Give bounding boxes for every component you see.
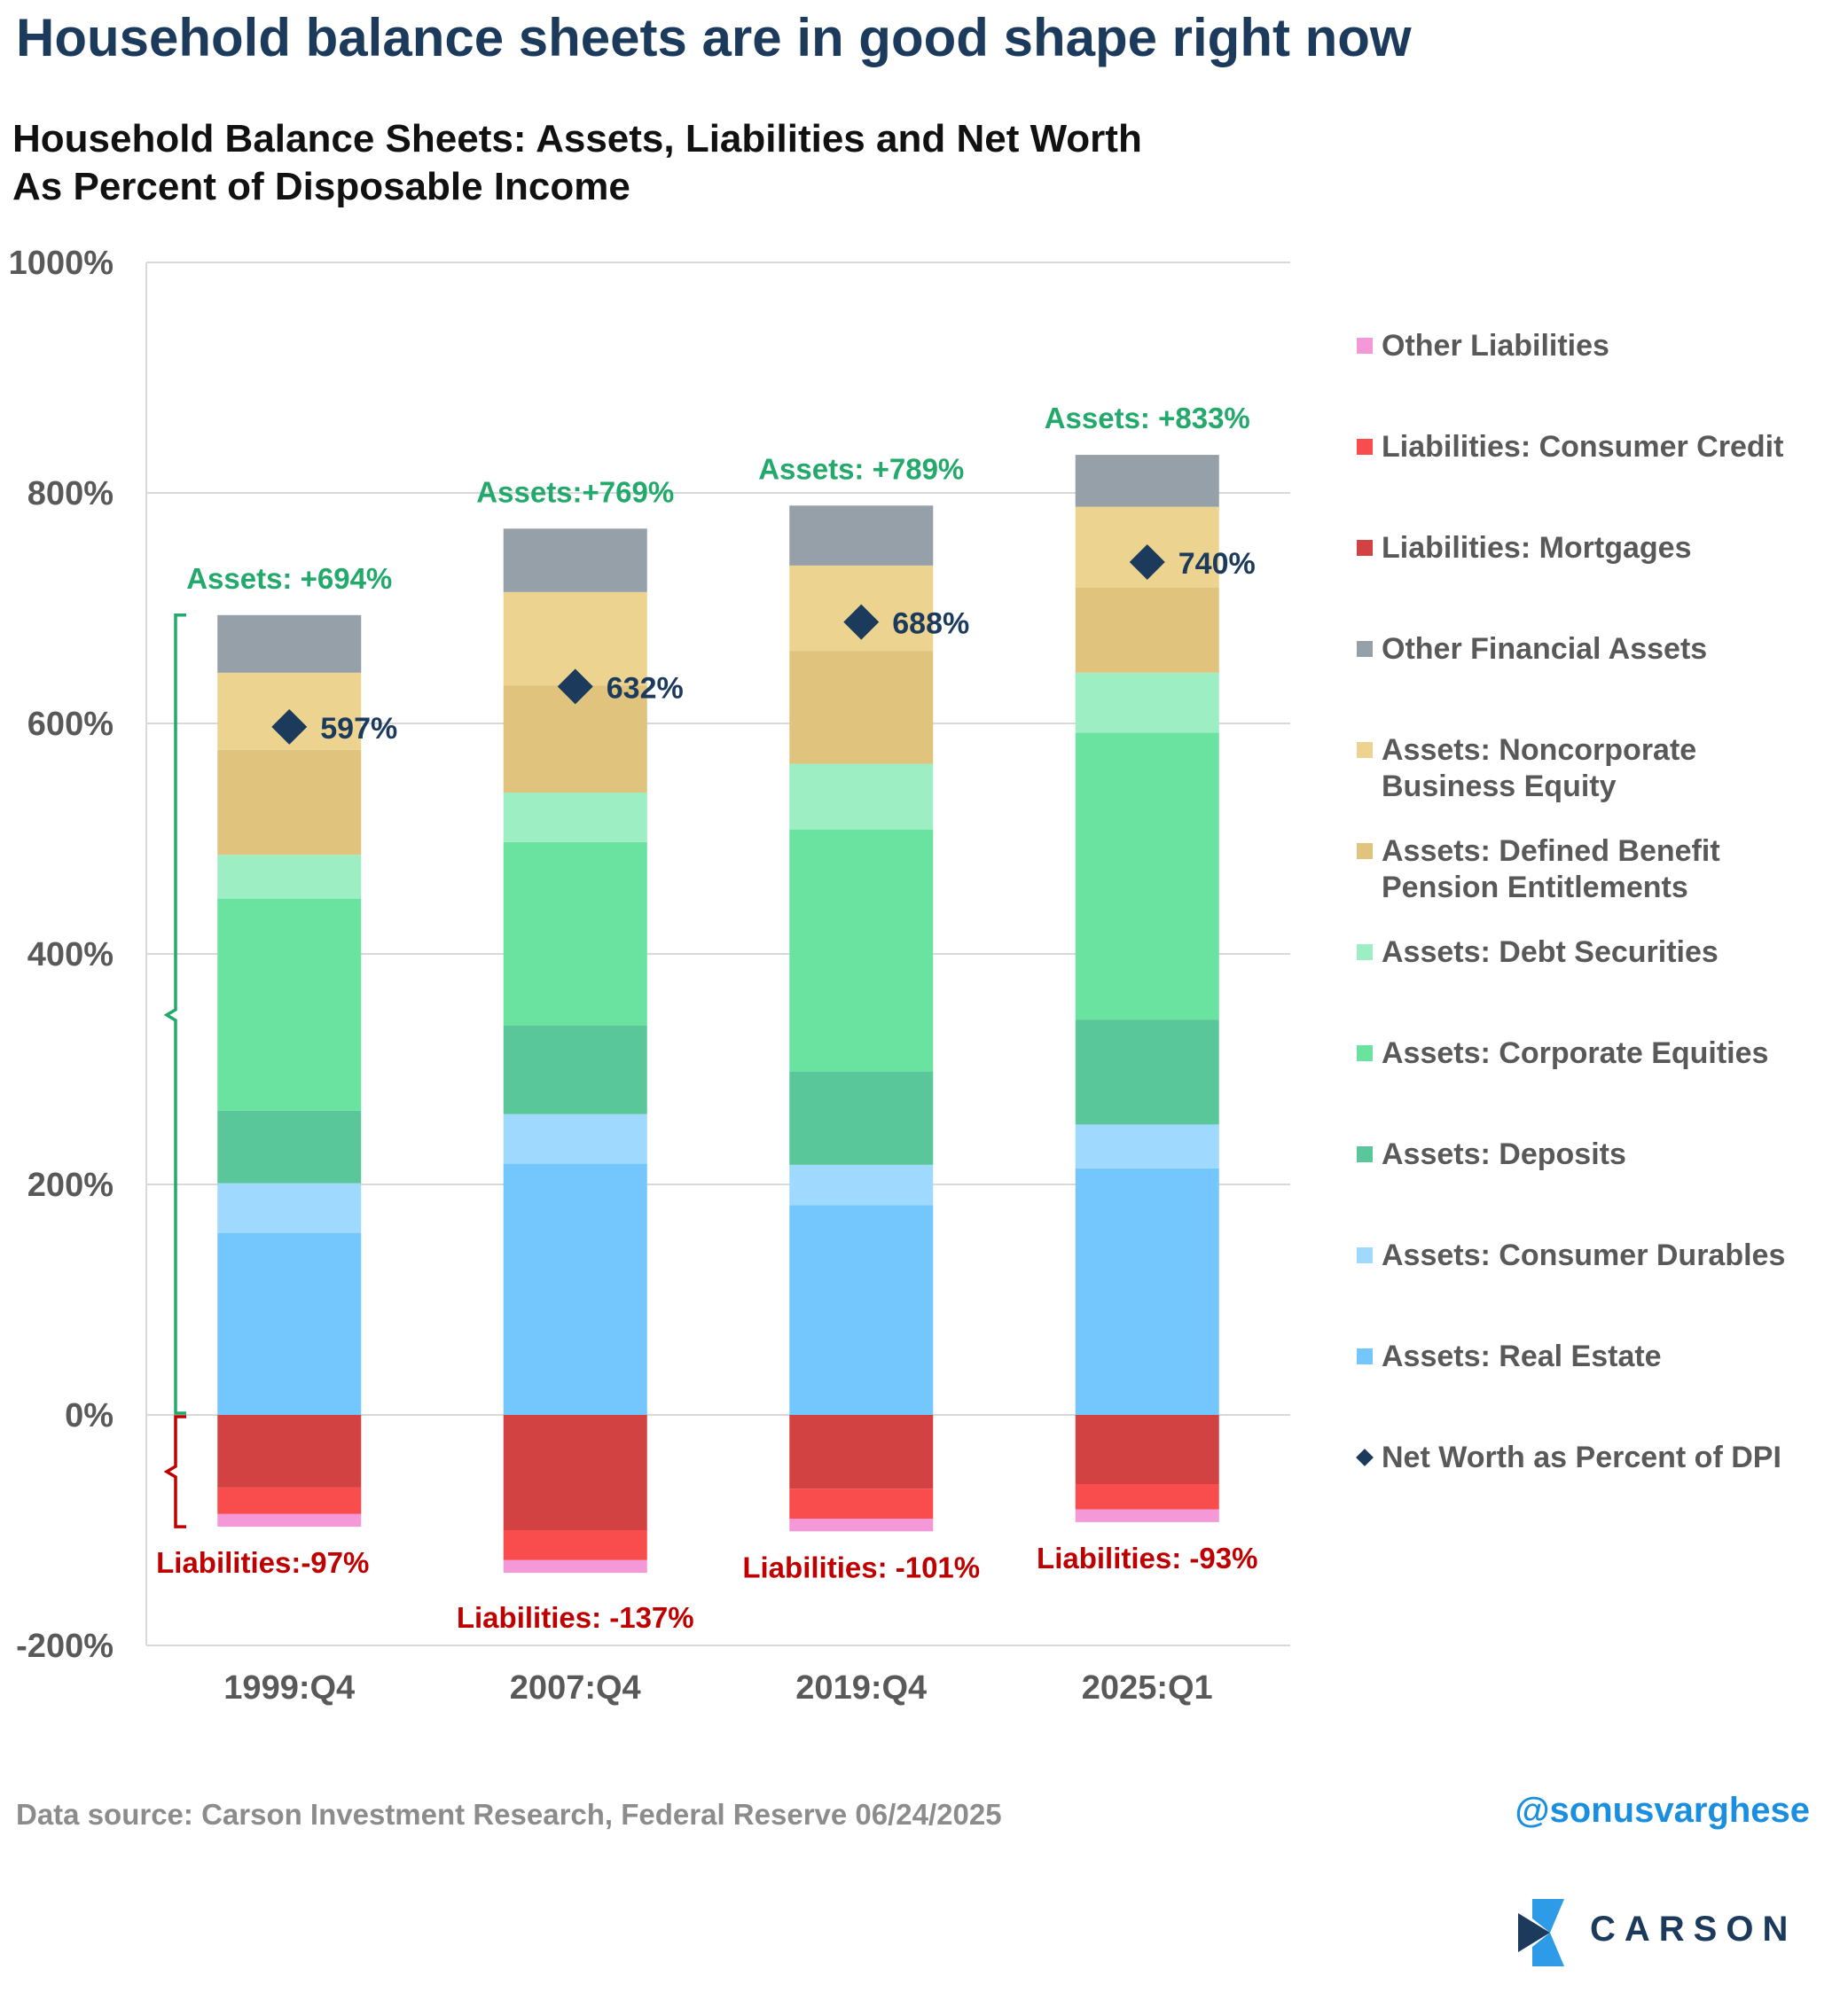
bar-segment [789, 1072, 933, 1165]
liability-total-label: Liabilities: -137% [457, 1601, 694, 1634]
legend-swatch-icon [1357, 338, 1373, 354]
legend-label: Liabilities: Mortgages [1382, 530, 1834, 567]
asset-total-label: Assets: +694% [186, 562, 392, 595]
bar-segment [504, 793, 647, 842]
bar-segment [789, 505, 933, 566]
asset-total-label: Assets:+769% [476, 475, 674, 508]
carson-logo-text: CARSON [1590, 1910, 1797, 1950]
legend-label: Assets: Corporate Equities [1382, 1035, 1834, 1072]
subtitle-line-2: As Percent of Disposable Income [12, 163, 1142, 211]
bar-segment [217, 1111, 361, 1184]
legend-label: Other Financial Assets [1382, 631, 1834, 668]
y-tick-label: -200% [16, 1628, 114, 1665]
legend-label: Assets: Defined Benefit Pension Entitlem… [1382, 833, 1834, 906]
bar-segment [217, 1488, 361, 1514]
bar-segment [217, 1514, 361, 1527]
net-worth-label: 688% [892, 607, 969, 641]
bar-segment [504, 528, 647, 592]
legend-swatch-icon [1357, 1045, 1373, 1061]
carson-logo-icon [1515, 1897, 1586, 1968]
legend-swatch-icon [1357, 439, 1373, 455]
legend-label: Assets: Deposits [1382, 1137, 1834, 1173]
x-tick-label: 1999:Q4 [223, 1669, 355, 1707]
y-tick-label: 200% [27, 1167, 114, 1204]
bar-segment [789, 1205, 933, 1415]
y-tick-label: 800% [27, 475, 114, 512]
legend-swatch-icon [1357, 944, 1373, 960]
liability-total-label: Liabilities: -101% [742, 1551, 980, 1583]
x-tick-label: 2025:Q1 [1082, 1669, 1213, 1707]
bar-segment [789, 651, 933, 763]
headline: Household balance sheets are in good sha… [16, 7, 1412, 68]
net-worth-label: 632% [607, 671, 684, 705]
legend-swatch-icon [1357, 742, 1373, 758]
net-worth-label: 597% [320, 712, 397, 746]
net-worth-label: 740% [1178, 547, 1256, 581]
y-tick-label: 1000% [9, 245, 114, 282]
data-source: Data source: Carson Investment Research,… [16, 1798, 1002, 1832]
legend-label: Assets: Noncorporate Business Equity [1382, 732, 1834, 805]
bar-segment [1076, 455, 1219, 507]
bar-segment [504, 1164, 647, 1415]
author-handle: @sonusvarghese [1515, 1791, 1810, 1831]
legend-label: Assets: Consumer Durables [1382, 1238, 1834, 1274]
bar-segment [504, 1415, 647, 1530]
bar-segment [789, 764, 933, 830]
legend-swatch-icon [1357, 1348, 1373, 1364]
bar-segment [789, 1415, 933, 1489]
legend-diamond-icon [1356, 1449, 1374, 1466]
bar-segment [217, 1415, 361, 1488]
carson-logo: CARSON [1515, 1897, 1798, 1968]
bar-segment [504, 1530, 647, 1560]
asset-total-label: Assets: +789% [758, 452, 964, 485]
legend-label: Assets: Real Estate [1382, 1339, 1834, 1375]
legend-swatch-icon [1357, 540, 1373, 556]
bar-segment [217, 1184, 361, 1233]
legend-swatch-icon [1357, 843, 1373, 859]
x-tick-label: 2019:Q4 [795, 1669, 927, 1707]
bar-segment [1076, 1484, 1219, 1510]
legend-swatch-icon [1357, 1146, 1373, 1162]
assets-bracket [167, 615, 186, 1413]
liability-total-label: Liabilities: -93% [1037, 1542, 1257, 1575]
bar-segment [217, 899, 361, 1111]
y-tick-label: 400% [27, 936, 114, 973]
y-tick-label: 0% [65, 1397, 114, 1434]
bar-segment [1076, 1168, 1219, 1415]
bar-segment [1076, 732, 1219, 1020]
bar-segment [789, 1165, 933, 1206]
legend-label: Other Liabilities [1382, 328, 1834, 364]
liabilities-bracket [167, 1417, 186, 1527]
bar-segment [217, 1233, 361, 1415]
bar-segment [504, 1114, 647, 1164]
legend-swatch-icon [1357, 641, 1373, 657]
bar-segment [1076, 1510, 1219, 1522]
chart-subtitle: Household Balance Sheets: Assets, Liabil… [12, 115, 1142, 211]
legend-label: Liabilities: Consumer Credit [1382, 429, 1834, 465]
bar-segment [217, 615, 361, 673]
legend-label: Assets: Debt Securities [1382, 934, 1834, 971]
bar-segment [1076, 588, 1219, 673]
bar-segment [504, 1026, 647, 1114]
x-tick-label: 2007:Q4 [510, 1669, 641, 1707]
bar-segment [789, 1519, 933, 1531]
legend-swatch-icon [1357, 1247, 1373, 1263]
bar-segment [1076, 1124, 1219, 1168]
bar-segment [1076, 673, 1219, 733]
stacked-bar-chart: -200% 0% 200% 400% 600% 800% 1000% 1999:Q4 Asset… [0, 222, 1348, 1746]
bar-segment [217, 855, 361, 898]
bar-segment [789, 1489, 933, 1519]
asset-total-label: Assets: +833% [1045, 402, 1250, 434]
subtitle-line-1: Household Balance Sheets: Assets, Liabil… [12, 115, 1142, 163]
bar-segment [789, 830, 933, 1072]
y-tick-label: 600% [27, 706, 114, 743]
bar-segment [1076, 1415, 1219, 1484]
bar-segment [1076, 1020, 1219, 1124]
legend-label: Net Worth as Percent of DPI [1382, 1440, 1834, 1476]
bar-segment [504, 1560, 647, 1573]
bar-segment [504, 842, 647, 1026]
liability-total-label: Liabilities:-97% [156, 1546, 369, 1579]
bar-segment [217, 750, 361, 855]
